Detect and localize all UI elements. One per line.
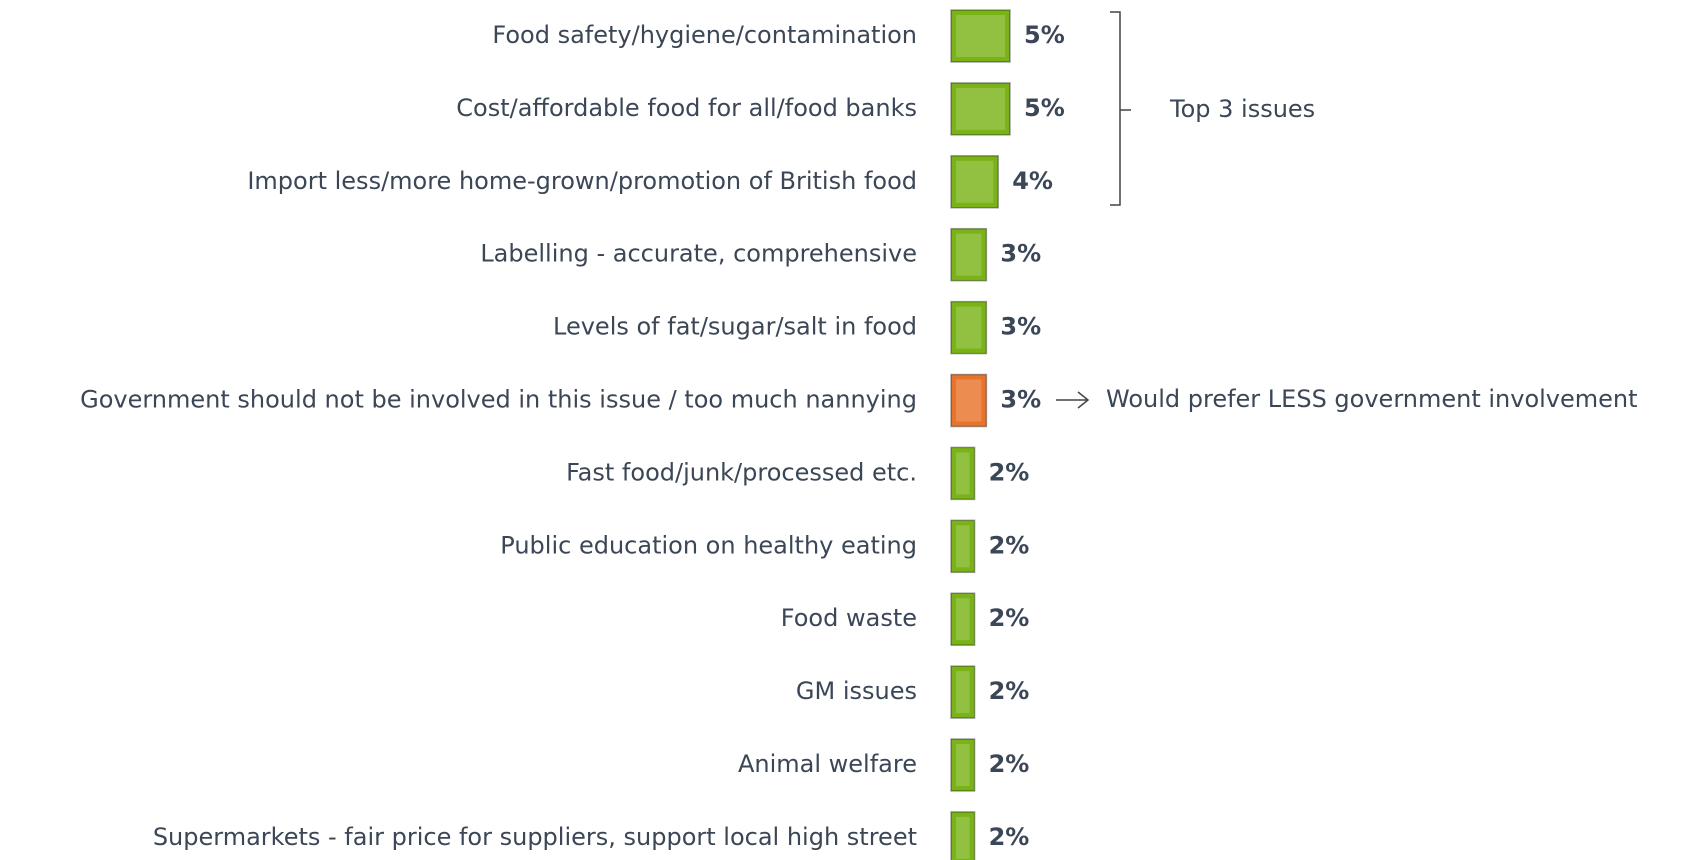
bar bbox=[950, 373, 988, 428]
value-label: 2% bbox=[989, 531, 1030, 559]
category-label: Cost/affordable food for all/food banks bbox=[456, 94, 917, 122]
bar-highlight bbox=[956, 671, 970, 714]
value-label: 3% bbox=[1000, 386, 1041, 414]
category-label: Food waste bbox=[781, 604, 917, 632]
value-label: 3% bbox=[1000, 313, 1041, 341]
category-label: Fast food/junk/processed etc. bbox=[566, 458, 917, 486]
category-label: Animal welfare bbox=[738, 750, 917, 778]
value-label: 2% bbox=[989, 677, 1030, 705]
bar-highlight bbox=[956, 233, 982, 276]
bar-highlight bbox=[956, 15, 1005, 57]
bar bbox=[950, 227, 988, 282]
bar-highlight bbox=[956, 816, 970, 859]
category-label: Government should not be involved in thi… bbox=[80, 386, 917, 414]
bar bbox=[950, 446, 976, 501]
bar bbox=[950, 665, 976, 719]
category-label: Import less/more home-grown/promotion of… bbox=[247, 167, 917, 195]
bar-highlight bbox=[956, 379, 982, 422]
value-label: 2% bbox=[989, 823, 1030, 851]
category-label: Public education on healthy eating bbox=[500, 531, 917, 559]
bar-highlight bbox=[956, 306, 982, 349]
annotation: Top 3 issues bbox=[1169, 95, 1315, 123]
bar bbox=[950, 9, 1011, 63]
value-label: 3% bbox=[1000, 240, 1041, 268]
bar-highlight bbox=[956, 744, 970, 786]
bar-highlight bbox=[956, 160, 994, 203]
bar bbox=[950, 592, 976, 646]
bar bbox=[950, 155, 999, 209]
category-label: Food safety/hygiene/contamination bbox=[492, 21, 917, 49]
bar-highlight bbox=[956, 87, 1005, 130]
value-label: 2% bbox=[989, 458, 1030, 486]
value-label: 4% bbox=[1012, 167, 1053, 195]
value-label: 2% bbox=[989, 604, 1030, 632]
category-label: Levels of fat/sugar/salt in food bbox=[553, 313, 917, 341]
bar-highlight bbox=[956, 452, 970, 495]
bar bbox=[950, 300, 988, 355]
arrow bbox=[1056, 391, 1090, 409]
bar bbox=[950, 738, 976, 792]
bar bbox=[950, 519, 976, 574]
category-label: GM issues bbox=[796, 677, 917, 705]
category-label: Labelling - accurate, comprehensive bbox=[480, 240, 917, 268]
value-label: 5% bbox=[1024, 94, 1065, 122]
value-label: 5% bbox=[1024, 21, 1065, 49]
bar-highlight bbox=[956, 525, 970, 568]
bracket bbox=[1110, 11, 1131, 206]
category-label: Supermarkets - fair price for suppliers,… bbox=[153, 823, 917, 851]
bar-highlight bbox=[956, 598, 970, 641]
bar bbox=[950, 82, 1011, 136]
value-label: 2% bbox=[989, 750, 1030, 778]
bar bbox=[950, 811, 976, 860]
annotation: Would prefer LESS government involvement bbox=[1106, 385, 1638, 413]
